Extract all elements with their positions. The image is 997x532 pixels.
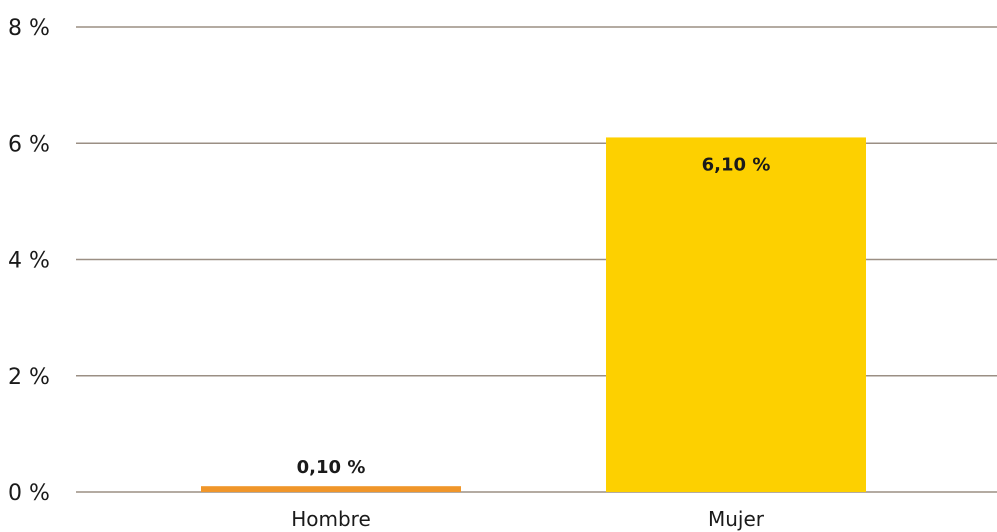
data-labels: 0,10 % 6,10 % (297, 154, 771, 478)
data-label: 6,10 % (702, 154, 771, 175)
x-category-label: Hombre (291, 507, 371, 531)
y-axis-tick-labels: 0 % 2 % 4 % 6 % 8 % (8, 16, 50, 506)
y-tick-label: 6 % (8, 132, 50, 157)
x-category-label: Mujer (708, 507, 765, 531)
bar-mujer[interactable] (606, 137, 866, 492)
y-tick-label: 8 % (8, 16, 50, 41)
bar-hombre[interactable] (201, 486, 461, 492)
y-tick-label: 4 % (8, 249, 50, 274)
y-tick-label: 0 % (8, 481, 50, 506)
data-label: 0,10 % (297, 457, 366, 478)
x-axis-category-labels: Hombre Mujer (291, 507, 765, 531)
y-tick-label: 2 % (8, 365, 50, 390)
bars (201, 137, 866, 492)
